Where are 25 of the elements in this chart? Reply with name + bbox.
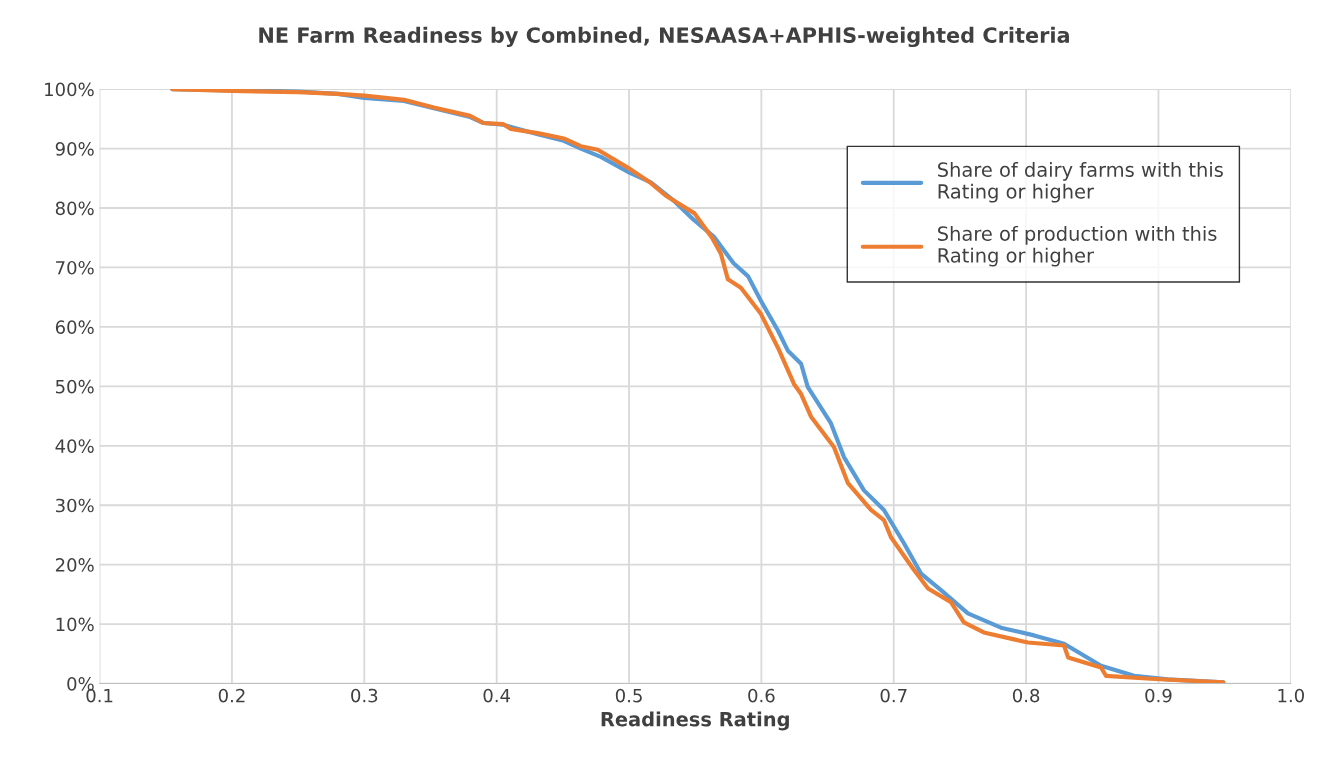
- chart-title: NE Farm Readiness by Combined, NESAASA+APHIS-weighted Criteria: [259, 26, 1069, 48]
- y-tick-label: 40%: [55, 439, 94, 453]
- y-tick-label: 30%: [55, 498, 94, 513]
- y-tick-label: 20%: [55, 558, 94, 572]
- x-tick-label: 0.6: [748, 688, 775, 703]
- x-axis-title: Readiness Rating: [601, 711, 789, 731]
- legend-label: Share of dairy farms with this Rating or higher: [938, 161, 1223, 203]
- x-tick-label: 0.9: [1145, 688, 1172, 703]
- y-tick-label: 100%: [45, 82, 94, 97]
- x-tick-label: 0.3: [351, 688, 378, 703]
- x-tick-label: 0.5: [615, 688, 642, 703]
- legend-label: Share of production with this Rating or higher: [938, 225, 1217, 267]
- x-tick-label: 0.4: [483, 688, 511, 703]
- y-tick-label: 10%: [56, 617, 94, 632]
- y-tick-label: 80%: [55, 201, 94, 216]
- x-tick-label: 0.8: [1012, 688, 1040, 703]
- x-tick-label: 0.7: [880, 688, 907, 703]
- x-tick-label: 0.1: [86, 688, 113, 703]
- y-tick-label: 50%: [56, 379, 94, 394]
- y-tick-label: 70%: [56, 260, 94, 275]
- y-tick-label: 0%: [67, 677, 94, 691]
- y-tick-label: 90%: [55, 142, 94, 156]
- x-tick-label: 1.0: [1278, 688, 1304, 703]
- x-tick-label: 0.2: [218, 688, 245, 703]
- y-tick-label: 60%: [55, 320, 94, 335]
